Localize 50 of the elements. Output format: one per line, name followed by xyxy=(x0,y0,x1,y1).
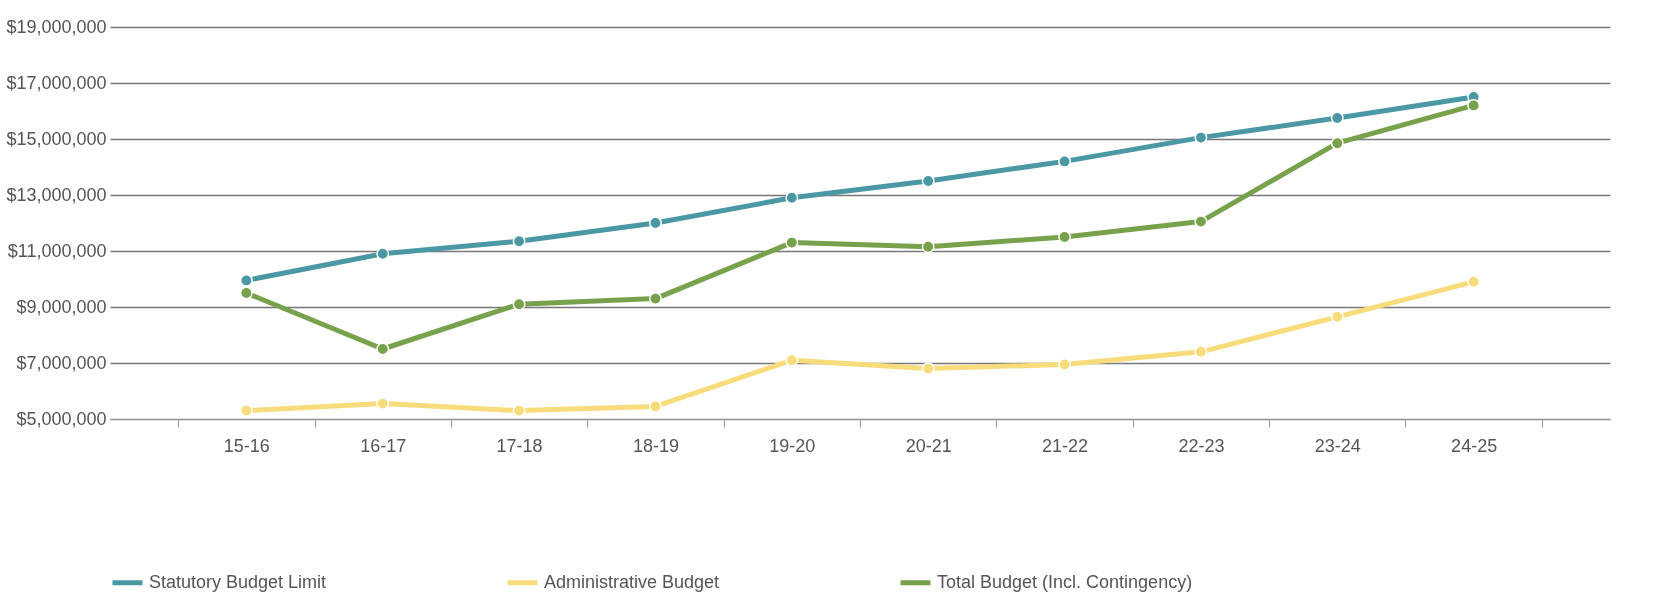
point xyxy=(785,191,799,205)
point xyxy=(1330,310,1344,324)
point xyxy=(1058,230,1071,244)
x-tick-label: 20-21 xyxy=(905,435,952,456)
x-tick-label: 18-19 xyxy=(632,435,679,456)
y-tick-label: $19,000,000 xyxy=(6,16,107,37)
x-tick-label: 15-16 xyxy=(223,435,270,456)
point xyxy=(239,273,253,287)
y-tick-label: $15,000,000 xyxy=(6,128,107,149)
point xyxy=(1058,357,1071,371)
x-tick-label: 23-24 xyxy=(1314,435,1361,456)
point xyxy=(376,342,390,356)
point xyxy=(512,404,526,418)
point xyxy=(1330,111,1344,125)
legend-label: Statutory Budget Limit xyxy=(149,571,327,592)
x-tick-label: 24-25 xyxy=(1451,435,1498,456)
point xyxy=(376,397,390,411)
point xyxy=(512,234,526,248)
point xyxy=(1194,345,1208,359)
x-tick-label: 21-22 xyxy=(1042,435,1089,456)
point xyxy=(376,247,390,261)
point xyxy=(921,240,935,254)
x-tick-label: 22-23 xyxy=(1178,435,1225,456)
point xyxy=(239,404,253,418)
point xyxy=(921,362,935,376)
point xyxy=(1467,275,1481,289)
point xyxy=(1194,131,1208,145)
point xyxy=(785,353,799,367)
y-tick-label: $13,000,000 xyxy=(6,184,107,205)
y-tick-label: $17,000,000 xyxy=(6,72,107,93)
legend-label: Total Budget (Incl. Contingency) xyxy=(937,571,1193,592)
x-tick-label: 17-18 xyxy=(496,435,543,456)
legend-label: Administrative Budget xyxy=(544,571,720,592)
x-tick-label: 19-20 xyxy=(769,435,816,456)
y-tick-label: $7,000,000 xyxy=(16,352,107,373)
point xyxy=(785,236,799,250)
y-tick-label: $9,000,000 xyxy=(16,296,107,317)
point xyxy=(239,286,253,300)
point xyxy=(649,399,662,413)
x-tick-label: 16-17 xyxy=(360,435,407,456)
point xyxy=(921,174,935,188)
point xyxy=(1330,136,1344,150)
point xyxy=(649,292,662,306)
y-tick-label: $5,000,000 xyxy=(16,408,107,429)
point xyxy=(1194,215,1208,229)
point xyxy=(1058,154,1071,168)
y-tick-label: $11,000,000 xyxy=(7,240,107,261)
point xyxy=(1467,98,1481,112)
point xyxy=(512,297,526,311)
point xyxy=(649,216,662,230)
